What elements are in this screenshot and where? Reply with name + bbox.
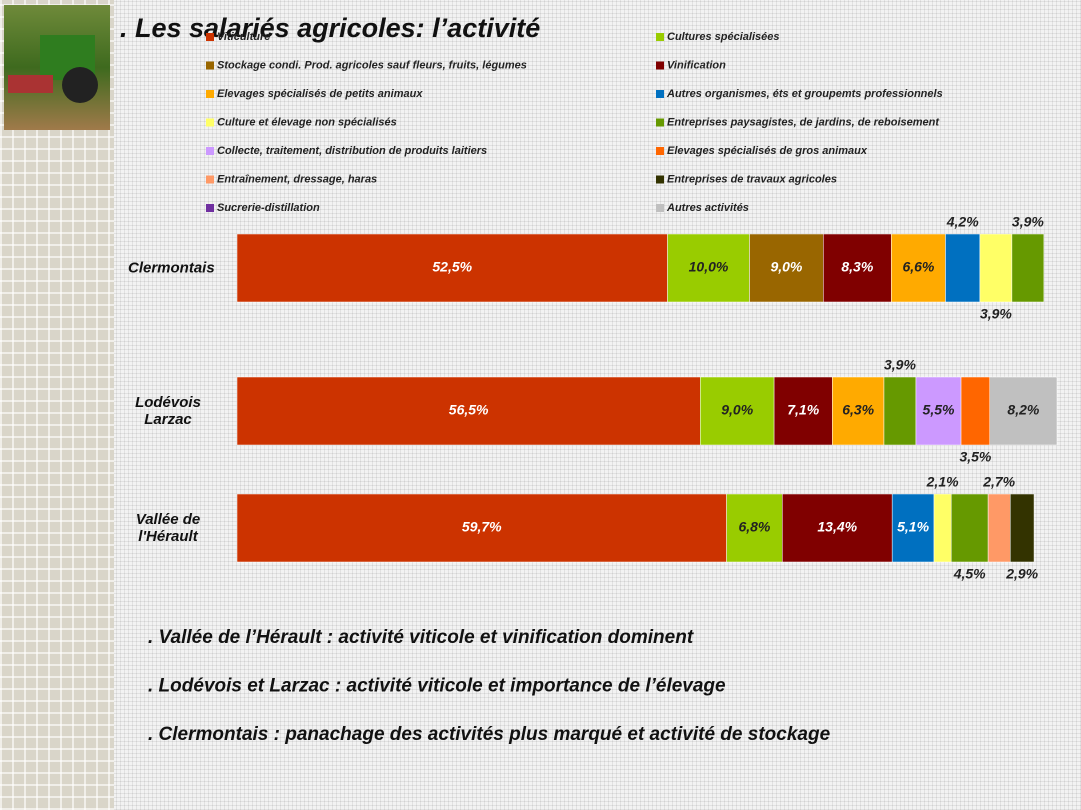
legend-label: Viticulture	[217, 31, 270, 43]
note: . Lodévois et Larzac : activité viticole…	[148, 676, 726, 697]
bar-segment	[987, 493, 1011, 563]
legend-label: Elevages spécialisés de gros animaux	[667, 145, 868, 157]
bar-segment	[773, 376, 833, 446]
bar-segment	[700, 376, 775, 446]
legend-swatch	[656, 33, 664, 41]
data-label: 9,0%	[721, 402, 753, 418]
data-label: 52,5%	[432, 259, 472, 275]
category-label: Vallée de l'Hérault	[135, 511, 201, 545]
legend-swatch	[206, 90, 214, 98]
legend-label: Entreprises paysagistes, de jardins, de …	[667, 116, 940, 128]
bar-segment	[1011, 233, 1045, 303]
data-label: 2,7%	[982, 474, 1015, 490]
bar-segment	[950, 493, 989, 563]
legend-swatch	[656, 61, 664, 70]
data-label: 56,5%	[449, 402, 489, 418]
slide-title: . Les salariés agricoles: l’activité	[120, 13, 540, 43]
data-label: 3,9%	[980, 306, 1012, 322]
legend-swatch	[206, 175, 214, 184]
legend-label: Autres organismes, éts et groupemts prof…	[666, 88, 943, 100]
bar-segment	[236, 493, 727, 563]
data-label: 6,3%	[842, 402, 874, 418]
legend-label: Autres activités	[666, 202, 749, 214]
bar-segment	[726, 493, 783, 563]
legend-swatch	[656, 90, 664, 98]
legend-swatch	[656, 175, 664, 184]
bar-segment	[667, 233, 750, 303]
data-label: 10,0%	[689, 259, 729, 275]
note: . Vallée de l’Hérault : activité viticol…	[148, 627, 694, 648]
bar-segment	[823, 233, 892, 303]
legend-label: Sucrerie-distillation	[217, 202, 320, 214]
bar-segment	[945, 233, 981, 303]
data-label: 5,5%	[923, 402, 955, 418]
legend-label: Culture et élevage non spécialisés	[217, 116, 397, 128]
legend-label: Elevages spécialisés de petits animaux	[217, 88, 423, 100]
data-label: 59,7%	[462, 519, 502, 535]
bar-segment	[933, 493, 952, 563]
data-label: 4,5%	[953, 566, 986, 582]
legend-swatch	[206, 33, 214, 41]
bar-segment	[979, 233, 1013, 303]
legend-label: Cultures spécialisées	[667, 31, 780, 43]
data-label: 8,3%	[841, 259, 873, 275]
category-label: Clermontais	[128, 259, 215, 277]
data-label: 2,1%	[926, 474, 959, 490]
data-label: 4,2%	[946, 214, 979, 230]
data-label: 9,0%	[770, 259, 802, 275]
data-label: 6,6%	[902, 259, 934, 275]
bar-segment	[915, 376, 962, 446]
legend-label: Vinification	[667, 59, 726, 71]
bar-segment	[960, 376, 991, 446]
bar-segment	[883, 376, 917, 446]
bar-segment	[891, 233, 946, 303]
data-label: 7,1%	[787, 402, 819, 418]
legend-swatch	[206, 147, 214, 155]
data-label: 8,2%	[1007, 402, 1039, 418]
bar-segment	[832, 376, 885, 446]
bar-segment	[236, 376, 701, 446]
tractor-tool	[8, 75, 53, 93]
bar-segment	[236, 233, 668, 303]
data-label: 3,9%	[884, 357, 916, 373]
tractor-wheel	[62, 67, 98, 103]
data-label: 13,4%	[817, 519, 857, 535]
data-label: 3,5%	[959, 449, 991, 465]
legend-label: Stockage condi. Prod. agricoles sauf fle…	[217, 59, 527, 71]
legend-swatch	[656, 204, 664, 212]
legend-swatch	[206, 61, 214, 70]
legend-swatch	[206, 204, 214, 212]
legend-label: Entraînement, dressage, haras	[217, 173, 377, 185]
legend-label: Entreprises de travaux agricoles	[667, 173, 837, 185]
bar-segment	[989, 376, 1058, 446]
note: . Clermontais : panachage des activités …	[148, 724, 831, 745]
bar-segment	[749, 233, 824, 303]
side-strip	[0, 0, 114, 810]
data-label: 2,9%	[1005, 566, 1038, 582]
bar-segment	[891, 493, 935, 563]
legend-label: Collecte, traitement, distribution de pr…	[217, 145, 487, 157]
data-label: 6,8%	[738, 519, 770, 535]
bar-segment	[1010, 493, 1035, 563]
data-label: 3,9%	[1012, 214, 1044, 230]
bar-segment	[782, 493, 893, 563]
legend-swatch	[656, 147, 664, 155]
legend-swatch	[206, 118, 214, 127]
legend-swatch	[656, 118, 664, 127]
category-label: Lodévois Larzac	[135, 394, 201, 428]
data-label: 5,1%	[897, 519, 929, 535]
